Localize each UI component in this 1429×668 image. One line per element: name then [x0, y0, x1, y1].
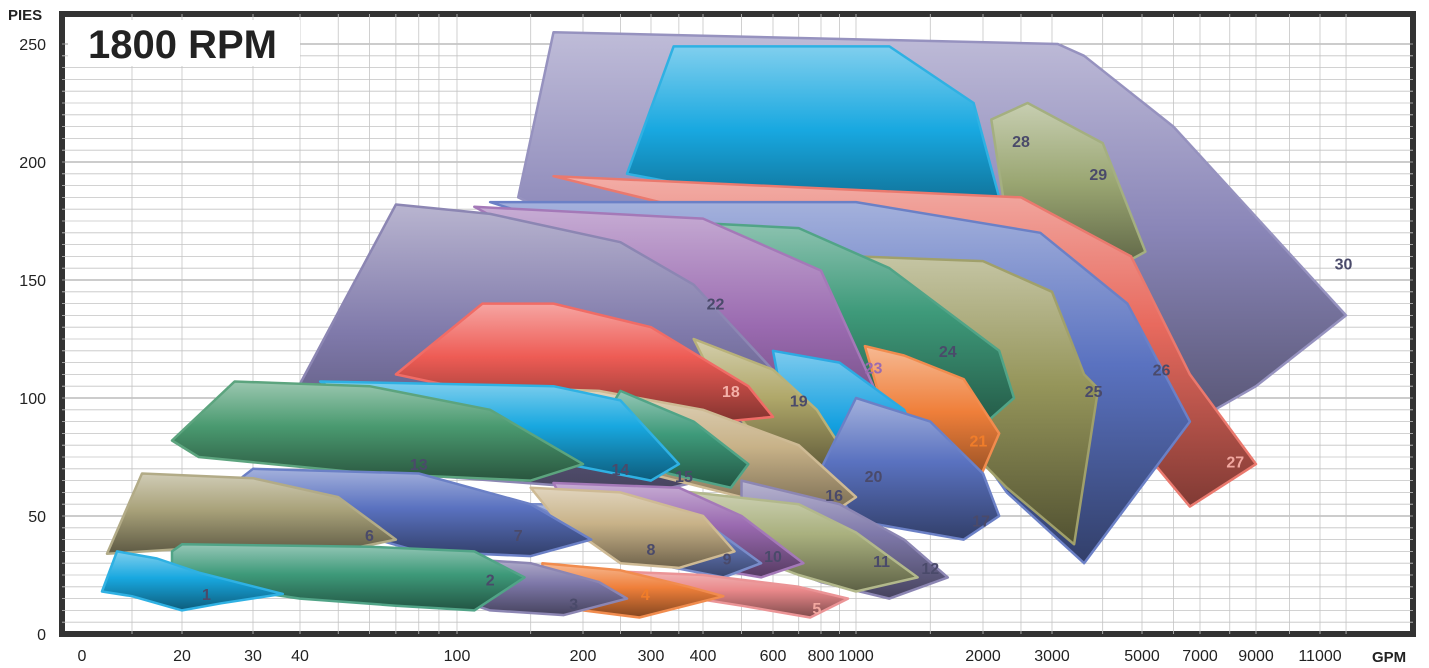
curve-label-21: 21 — [969, 433, 987, 450]
y-axis-title: PIES — [8, 7, 42, 24]
y-tick-label: 150 — [19, 273, 46, 290]
x-tick-label: 1000 — [838, 648, 874, 665]
y-tick-label: 250 — [19, 37, 46, 54]
curve-label-11: 11 — [873, 554, 890, 571]
curve-label-9: 9 — [723, 551, 732, 568]
curve-label-27: 27 — [1226, 455, 1244, 472]
y-tick-label: 50 — [28, 509, 46, 526]
x-tick-label: 11000 — [1298, 648, 1341, 665]
curve-label-24: 24 — [939, 344, 957, 361]
curve-label-12: 12 — [921, 561, 939, 578]
curve-label-17: 17 — [972, 514, 990, 531]
curve-label-6: 6 — [365, 528, 374, 545]
curve-label-18: 18 — [722, 384, 740, 401]
x-tick-label: 600 — [760, 648, 787, 665]
curve-label-16: 16 — [825, 488, 843, 505]
curve-label-28: 28 — [1012, 134, 1030, 151]
chart-title: 1800 RPM — [88, 23, 277, 67]
x-tick-label: 5000 — [1124, 648, 1160, 665]
y-axis-ticks: 0 50 100 150 200 250 — [19, 37, 46, 644]
curve-label-8: 8 — [647, 542, 656, 559]
x-axis-title: GPM — [1372, 649, 1406, 666]
curve-label-3: 3 — [569, 596, 578, 613]
curve-label-7: 7 — [514, 528, 523, 545]
x-tick-label: 400 — [690, 648, 717, 665]
area-curve-13 — [170, 380, 585, 482]
x-tick-label: 200 — [570, 648, 597, 665]
y-tick-label: 200 — [19, 155, 46, 172]
curve-label-22: 22 — [707, 297, 725, 314]
curve-label-29: 29 — [1089, 167, 1107, 184]
curve-label-25: 25 — [1085, 384, 1103, 401]
x-tick-label: 3000 — [1034, 648, 1070, 665]
x-tick-label: 300 — [638, 648, 665, 665]
x-tick-label: 40 — [291, 648, 309, 665]
curve-label-26: 26 — [1153, 363, 1171, 380]
x-axis-ticks: 0 20 30 40 100 200 300 400 600 800 1000 2000 3000 500… — [78, 648, 1342, 665]
curve-label-2: 2 — [486, 573, 495, 590]
title-box — [68, 20, 300, 66]
performance-areas — [100, 30, 1348, 619]
curve-label-10: 10 — [764, 549, 782, 566]
x-tick-label: 2000 — [965, 648, 1001, 665]
curve-labels: 3029282726252423222120191817161514131211… — [202, 134, 1353, 618]
curve-label-13: 13 — [410, 457, 428, 474]
curve-label-1: 1 — [202, 587, 211, 604]
x-tick-label: 100 — [444, 648, 471, 665]
area-curve-1 — [100, 550, 285, 612]
x-tick-label: 9000 — [1238, 648, 1274, 665]
curve-label-14: 14 — [612, 462, 630, 479]
curve-label-19: 19 — [790, 393, 808, 410]
curve-label-15: 15 — [675, 469, 693, 486]
x-tick-label: 7000 — [1182, 648, 1218, 665]
x-tick-label: 0 — [78, 648, 87, 665]
y-tick-label: 100 — [19, 391, 46, 408]
x-tick-label: 800 — [808, 648, 835, 665]
x-tick-label: 20 — [173, 648, 191, 665]
y-tick-label: 0 — [37, 627, 46, 644]
curve-label-5: 5 — [812, 601, 821, 618]
x-tick-label: 30 — [244, 648, 262, 665]
curve-label-20: 20 — [865, 469, 883, 486]
curve-label-30: 30 — [1335, 256, 1353, 273]
curve-label-4: 4 — [641, 587, 650, 604]
curve-label-23: 23 — [865, 360, 883, 377]
